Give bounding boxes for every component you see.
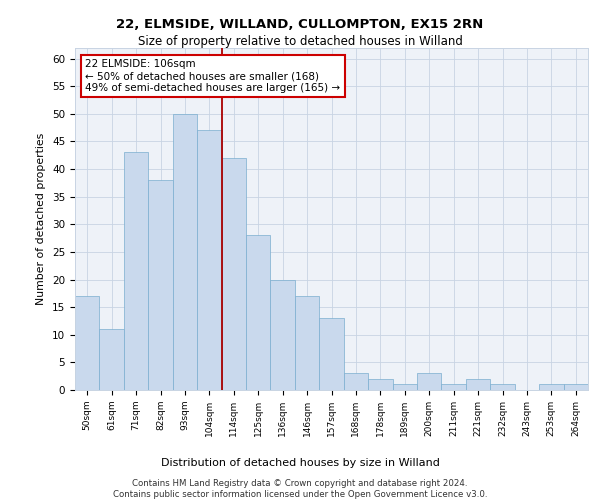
- Text: 22 ELMSIDE: 106sqm
← 50% of detached houses are smaller (168)
49% of semi-detach: 22 ELMSIDE: 106sqm ← 50% of detached hou…: [85, 60, 340, 92]
- Bar: [417, 374, 442, 390]
- Bar: [563, 384, 588, 390]
- Bar: [490, 384, 515, 390]
- Y-axis label: Number of detached properties: Number of detached properties: [37, 132, 46, 305]
- Bar: [197, 130, 221, 390]
- Bar: [466, 379, 490, 390]
- Text: Contains HM Land Registry data © Crown copyright and database right 2024.: Contains HM Land Registry data © Crown c…: [132, 479, 468, 488]
- Bar: [539, 384, 563, 390]
- Bar: [368, 379, 392, 390]
- Bar: [221, 158, 246, 390]
- Bar: [173, 114, 197, 390]
- Text: 22, ELMSIDE, WILLAND, CULLOMPTON, EX15 2RN: 22, ELMSIDE, WILLAND, CULLOMPTON, EX15 2…: [116, 18, 484, 30]
- Bar: [442, 384, 466, 390]
- Bar: [75, 296, 100, 390]
- Text: Distribution of detached houses by size in Willand: Distribution of detached houses by size …: [161, 458, 439, 468]
- Bar: [100, 329, 124, 390]
- Text: Size of property relative to detached houses in Willand: Size of property relative to detached ho…: [137, 35, 463, 48]
- Bar: [148, 180, 173, 390]
- Bar: [392, 384, 417, 390]
- Bar: [344, 374, 368, 390]
- Text: Contains public sector information licensed under the Open Government Licence v3: Contains public sector information licen…: [113, 490, 487, 499]
- Bar: [319, 318, 344, 390]
- Bar: [124, 152, 148, 390]
- Bar: [295, 296, 319, 390]
- Bar: [271, 280, 295, 390]
- Bar: [246, 236, 271, 390]
